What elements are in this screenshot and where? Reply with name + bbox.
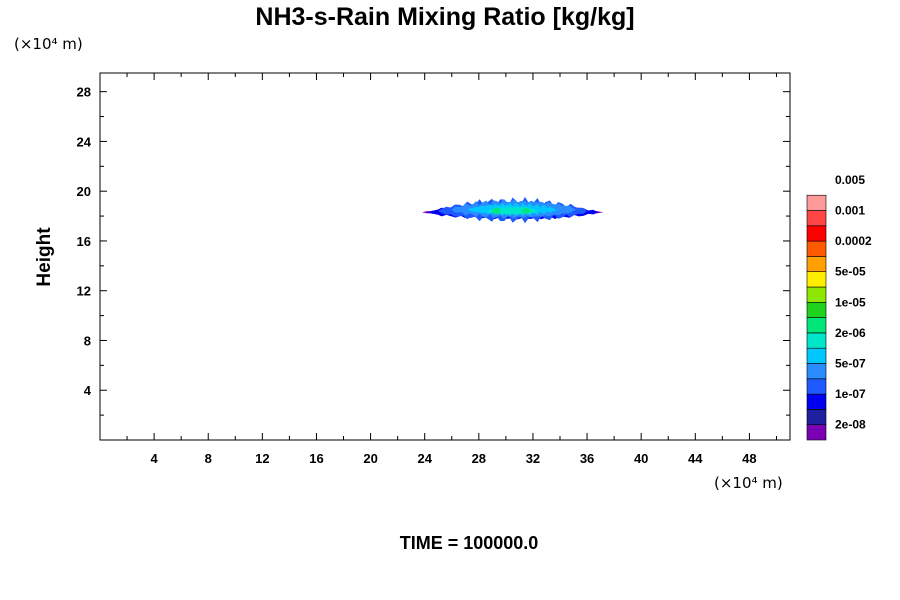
x-tick-label: 44 <box>688 451 703 466</box>
x-tick-label: 32 <box>526 451 540 466</box>
colorbar-swatch <box>806 332 827 349</box>
x-tick-label: 12 <box>255 451 269 466</box>
colorbar-swatch <box>806 347 827 364</box>
colorbar-label: 5e-07 <box>835 357 866 371</box>
x-tick-label: 16 <box>309 451 323 466</box>
time-label: TIME = 100000.0 <box>400 533 539 553</box>
field-layer <box>422 196 604 224</box>
colorbar-label: 0.0002 <box>835 234 872 248</box>
colorbar-swatch <box>806 424 827 441</box>
y-tick-label: 28 <box>77 85 91 100</box>
colorbar-swatch <box>806 194 827 211</box>
colorbar-label: 5e-05 <box>835 265 866 279</box>
colorbar-swatch <box>806 286 827 303</box>
x-tick-label: 20 <box>363 451 377 466</box>
colorbar-label: 1e-07 <box>835 387 866 401</box>
contour-region <box>522 206 531 215</box>
x-tick-label: 28 <box>472 451 486 466</box>
x-tick-label: 4 <box>151 451 159 466</box>
colorbar-swatch <box>806 363 827 380</box>
colorbar-swatch <box>806 271 827 288</box>
y-tick-label: 12 <box>77 284 91 299</box>
x-tick-label: 40 <box>634 451 648 466</box>
colorbar-swatch <box>806 301 827 318</box>
y-axis-label: Height <box>34 227 55 287</box>
colorbar-swatch <box>806 240 827 257</box>
y-axis-unit: (×10⁴ m) <box>14 35 83 53</box>
x-tick-label: 36 <box>580 451 594 466</box>
colorbar-swatch <box>806 225 827 242</box>
y-tick-label: 20 <box>77 184 91 199</box>
colorbar-swatch <box>806 378 827 395</box>
plot-frame <box>99 72 791 441</box>
colorbar-label: 2e-08 <box>835 418 866 432</box>
x-tick-label: 24 <box>417 451 432 466</box>
x-tick-label: 48 <box>742 451 756 466</box>
colorbar-swatch <box>806 409 827 425</box>
colorbar: 2e-08 1e-07 5e-07 2e-06 1e-05 5e-05 0.0002 0.00… <box>806 173 872 441</box>
x-axis-unit: (×10⁴ m) <box>714 474 783 492</box>
colorbar-swatch <box>806 317 827 334</box>
y-tick-label: 16 <box>77 234 91 249</box>
chart-title: NH3-s-Rain Mixing Ratio [kg/kg] <box>255 3 634 31</box>
y-tick-label: 24 <box>77 134 92 149</box>
x-tick-label: 8 <box>205 451 212 466</box>
colorbar-swatch <box>806 210 827 227</box>
colorbar-label: 1e-05 <box>835 295 866 309</box>
colorbar-label: 0.005 <box>835 173 865 187</box>
colorbar-label: 2e-06 <box>835 326 866 340</box>
y-tick-label: 8 <box>84 333 91 348</box>
colorbar-swatch <box>806 256 827 272</box>
colorbar-label: 0.001 <box>835 204 865 218</box>
contour-region <box>492 207 501 215</box>
colorbar-swatch <box>806 393 827 410</box>
y-tick-label: 4 <box>84 383 92 398</box>
